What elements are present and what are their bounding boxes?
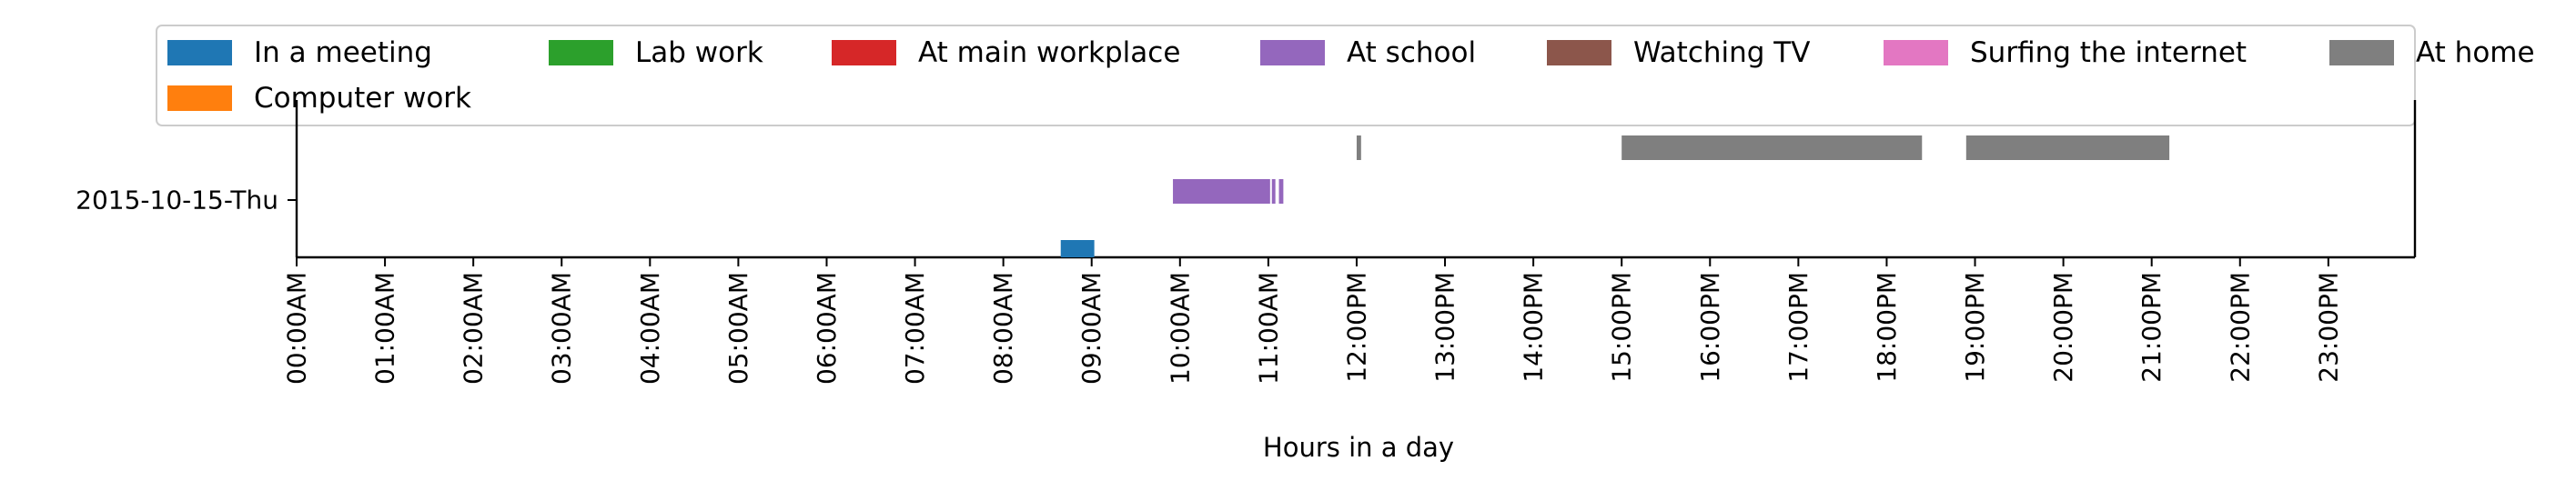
legend-label-computer-work: Computer work <box>254 82 471 115</box>
x-tick-label-22: 22:00PM <box>2225 272 2255 383</box>
legend-swatch-watching-tv <box>1547 40 1611 65</box>
x-tick-label-8: 08:00AM <box>988 272 1018 385</box>
legend-frame <box>156 25 2416 126</box>
y-tick-label-0: 2015-10-15-Thu <box>76 185 278 215</box>
legend-swatch-computer-work <box>167 85 232 111</box>
legend: In a meeting Lab work At main workplace At … <box>156 25 2535 126</box>
x-axis-label: Hours in a day <box>1263 432 1454 463</box>
legend-label-in-a-meeting: In a meeting <box>254 36 432 69</box>
bar-at-school-1 <box>1271 179 1276 204</box>
bar-at-home-0 <box>1356 135 1361 160</box>
legend-label-at-main-workplace: At main workplace <box>918 36 1180 69</box>
x-tick-label-7: 07:00AM <box>900 272 930 385</box>
x-tick-label-1: 01:00AM <box>370 272 400 385</box>
legend-swatch-in-a-meeting <box>167 40 232 65</box>
x-tick-label-16: 16:00PM <box>1695 272 1725 383</box>
x-tick-label-6: 06:00AM <box>812 272 842 385</box>
legend-label-lab-work: Lab work <box>635 36 763 69</box>
x-tick-label-0: 00:00AM <box>282 272 312 385</box>
legend-label-watching-tv: Watching TV <box>1633 36 1810 69</box>
x-tick-label-12: 12:00PM <box>1341 272 1371 383</box>
x-tick-label-23: 23:00PM <box>2313 272 2343 383</box>
legend-label-surfing-the-internet: Surfing the internet <box>1970 36 2247 69</box>
legend-swatch-at-home <box>2329 40 2394 65</box>
x-axis: 00:00AM 01:00AM 02:00AM 03:00AM 04:00AM 05:00… <box>282 257 2343 385</box>
bar-at-school-2 <box>1278 179 1284 204</box>
bar-at-home-2 <box>1965 135 2170 160</box>
x-tick-label-3: 03:00AM <box>547 272 577 385</box>
x-tick-label-20: 20:00PM <box>2048 272 2078 383</box>
x-tick-label-14: 14:00PM <box>1519 272 1549 383</box>
x-tick-label-15: 15:00PM <box>1607 272 1637 383</box>
bar-in-a-meeting-0 <box>1060 240 1095 257</box>
x-tick-label-13: 13:00PM <box>1430 272 1460 383</box>
x-tick-label-10: 10:00AM <box>1165 272 1195 385</box>
x-tick-label-11: 11:00AM <box>1253 272 1283 385</box>
x-tick-label-17: 17:00PM <box>1783 272 1813 383</box>
x-tick-label-21: 21:00PM <box>2137 272 2167 383</box>
y-axis: 2015-10-15-Thu <box>76 185 297 215</box>
x-tick-label-5: 05:00AM <box>723 272 753 385</box>
x-tick-label-4: 04:00AM <box>635 272 665 385</box>
bar-at-school-0 <box>1173 179 1270 204</box>
x-tick-label-18: 18:00PM <box>1872 272 1902 383</box>
legend-swatch-lab-work <box>549 40 613 65</box>
legend-swatch-surfing-the-internet <box>1884 40 1948 65</box>
legend-swatch-at-school <box>1260 40 1325 65</box>
legend-swatch-at-main-workplace <box>832 40 896 65</box>
x-tick-label-19: 19:00PM <box>1960 272 1990 383</box>
x-tick-label-9: 09:00AM <box>1076 272 1106 385</box>
legend-label-at-home: At home <box>2416 36 2535 69</box>
x-tick-label-2: 02:00AM <box>459 272 489 385</box>
legend-label-at-school: At school <box>1347 36 1476 69</box>
bar-at-home-1 <box>1621 135 1923 160</box>
